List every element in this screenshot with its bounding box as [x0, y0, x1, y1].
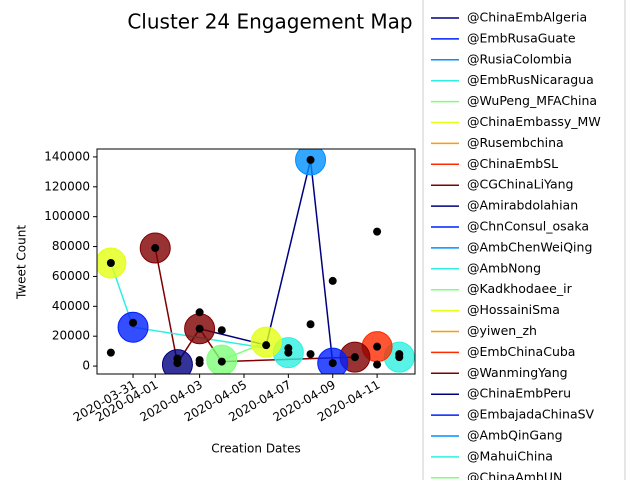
y-tick-label: 120000 [44, 179, 90, 193]
y-tick-label: 40000 [52, 299, 90, 313]
legend-label: @ChinaAmbUN [467, 469, 562, 480]
point [306, 350, 315, 359]
point [306, 155, 315, 164]
point [217, 357, 226, 366]
legend-label: @Kadkhodaee_ir [467, 281, 573, 296]
legend-label: @yiwen_zh [467, 323, 537, 338]
y-tick-label: 80000 [52, 239, 90, 253]
point [151, 244, 160, 253]
legend-label: @MahuiChina [467, 448, 553, 463]
legend-label: @RusiaColombia [467, 51, 572, 66]
point [106, 348, 115, 357]
legend-label: @WanmingYang [467, 365, 568, 380]
legend-label: @Rusembchina [467, 135, 564, 150]
y-tick-label: 140000 [44, 149, 90, 163]
point [262, 341, 271, 350]
series-line [199, 159, 334, 364]
legend-label: @ChinaEmbSL [467, 156, 558, 171]
legend-label: @ChinaEmbassy_MW [467, 114, 601, 129]
legend-label: @EmbajadaChinaSV [467, 407, 595, 422]
legend-label: @EmbRusNicaragua [467, 72, 594, 87]
point [373, 342, 382, 351]
point [373, 227, 382, 236]
legend-label: @ChnConsul_osaka [467, 219, 589, 234]
point [284, 348, 293, 357]
point [195, 324, 204, 333]
y-axis-label: Tweet Count [15, 225, 29, 300]
point [395, 353, 404, 362]
point [129, 318, 138, 327]
plot-area [97, 149, 415, 374]
y-tick-label: 100000 [44, 209, 90, 223]
point [217, 326, 226, 335]
legend-label: @WuPeng_MFAChina [467, 93, 597, 108]
chart-title: Cluster 24 Engagement Map [127, 10, 412, 34]
point [173, 354, 182, 363]
legend-label: @ChinaEmbPeru [467, 386, 571, 401]
point [106, 258, 115, 267]
point [350, 353, 359, 362]
legend-label: @AmbQinGang [467, 428, 563, 443]
plot-frame [96, 148, 416, 375]
y-tick-label: 0 [82, 359, 90, 373]
bubble [117, 311, 149, 343]
y-tick-label: 20000 [52, 329, 90, 343]
legend-label: @EmbChinaCuba [467, 344, 575, 359]
y-tick-label: 60000 [52, 269, 90, 283]
point [328, 359, 337, 368]
point [328, 276, 337, 285]
legend-label: @AmbNong [467, 260, 541, 275]
x-axis-label: Creation Dates [211, 442, 301, 456]
point [195, 308, 204, 317]
legend-label: @CGChinaLiYang [467, 177, 574, 192]
point [373, 360, 382, 369]
legend-box [422, 0, 626, 480]
legend-label: @EmbRusaGuate [467, 30, 576, 45]
point [306, 320, 315, 329]
legend-label: @Amirabdolahian [467, 198, 578, 213]
legend-label: @HossainiSma [467, 302, 560, 317]
legend-label: @AmbChenWeiQing [467, 239, 592, 254]
point [195, 359, 204, 368]
legend-label: @ChinaEmbAlgeria [467, 10, 587, 25]
